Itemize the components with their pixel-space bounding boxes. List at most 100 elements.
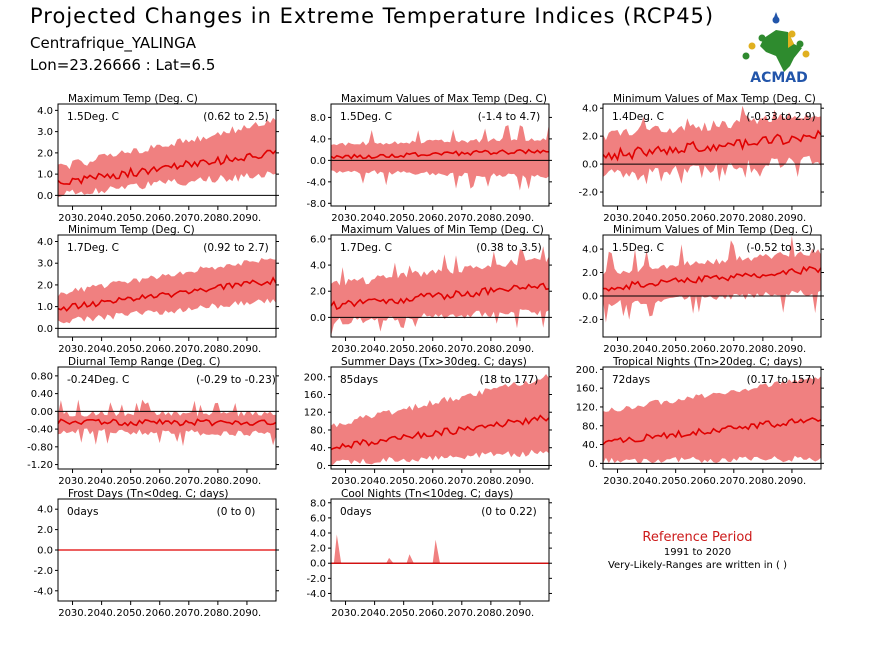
x-tick-label: 2050. <box>116 344 145 355</box>
x-tick-label: 2030. <box>58 344 87 355</box>
plot-frame <box>602 103 822 207</box>
median-line <box>330 282 550 311</box>
x-tick-label: 2080. <box>204 476 233 487</box>
very-likely-range: (0.17 to 157) <box>747 374 816 386</box>
x-tick-label: 2090. <box>233 608 262 619</box>
plot-frame <box>57 366 277 470</box>
x-tick-label: 2080. <box>477 608 506 619</box>
x-tick-label: 2030. <box>331 476 360 487</box>
very-likely-range: (-0.33 to 2.9) <box>746 111 815 123</box>
x-tick-label: 2030. <box>331 608 360 619</box>
y-tick-label: 0.0 <box>37 546 53 557</box>
very-likely-range-band <box>603 235 821 323</box>
y-tick-label: 0.0 <box>310 313 326 324</box>
very-likely-range-band <box>331 246 549 337</box>
y-tick-label: 8.0 <box>310 113 326 124</box>
y-tick-label: -2.0 <box>578 188 598 199</box>
x-tick-label: 2030. <box>603 476 632 487</box>
x-tick-label: 2090. <box>778 344 807 355</box>
x-tick-label: 2050. <box>116 476 145 487</box>
y-tick-label: 0.0 <box>37 191 53 202</box>
x-tick-label: 2080. <box>749 213 778 224</box>
panel-title: Minimum Temp (Deg. C) <box>68 224 195 236</box>
x-tick-label: 2040. <box>632 213 661 224</box>
plot-frame <box>330 234 550 338</box>
y-tick-label: 2.0 <box>37 525 53 536</box>
y-tick-label: 200. <box>576 365 598 376</box>
y-tick-label: -1.20 <box>27 460 53 471</box>
y-tick-label: 120. <box>576 402 598 413</box>
change-value: 1.7Deg. C <box>340 242 392 254</box>
y-tick-label: 4.0 <box>310 261 326 272</box>
change-value: 1.5Deg. C <box>340 111 392 123</box>
logo-text: ACMAD <box>750 70 808 86</box>
very-likely-range-band <box>331 123 549 191</box>
y-tick-label: 3.0 <box>37 127 53 138</box>
y-tick-label: 2.0 <box>37 280 53 291</box>
reference-period-title: Reference Period <box>642 530 753 545</box>
x-tick-label: 2060. <box>145 476 174 487</box>
x-tick-label: 2070. <box>719 476 748 487</box>
x-tick-label: 2070. <box>174 608 203 619</box>
median-line <box>330 148 550 160</box>
x-tick-label: 2040. <box>87 344 116 355</box>
reference-period-years: 1991 to 2020 <box>663 547 732 558</box>
x-tick-label: 2060. <box>690 476 719 487</box>
y-tick-label: 2.0 <box>582 132 598 143</box>
y-tick-label: 4.0 <box>582 245 598 256</box>
x-tick-label: 2080. <box>477 213 506 224</box>
range-spike <box>333 534 342 564</box>
y-tick-label: 120. <box>304 408 326 419</box>
change-value: 1.5Deg. C <box>67 111 119 123</box>
median-line <box>57 276 277 312</box>
x-tick-label: 2050. <box>389 344 418 355</box>
change-value: 85days <box>340 374 378 386</box>
x-tick-label: 2090. <box>778 476 807 487</box>
panel-title: Minimum Values of Min Temp (Deg. C) <box>613 224 813 236</box>
x-tick-label: 2080. <box>204 213 233 224</box>
very-likely-range: (-1.4 to 4.7) <box>478 111 541 123</box>
very-likely-range: (0.38 to 3.5) <box>476 242 542 254</box>
y-tick-label: 4.0 <box>310 134 326 145</box>
y-tick-label: 1.0 <box>37 302 53 313</box>
x-tick-label: 2090. <box>506 608 535 619</box>
very-likely-range-band <box>603 105 821 185</box>
index-panel: -4.0 -2.0 0.0 2.0 4.0 2030. 2040. 2050. 2060. 207… <box>33 488 279 619</box>
x-tick-label: 2050. <box>661 344 690 355</box>
plot-frame <box>330 103 550 207</box>
median-line <box>330 414 550 451</box>
range-spike <box>406 554 414 564</box>
y-tick-label: -2.0 <box>578 315 598 326</box>
x-tick-label: 2070. <box>174 213 203 224</box>
y-tick-label: 40. <box>582 440 598 451</box>
index-panel: -8.0 -4.0 0.0 4.0 8.0 2030. 2040. 2050. 2060. 207… <box>306 93 552 224</box>
acmad-logo: ACMAD <box>736 8 822 86</box>
y-tick-label: 0.40 <box>31 389 53 400</box>
x-tick-label: 2030. <box>603 344 632 355</box>
x-tick-label: 2060. <box>145 608 174 619</box>
x-tick-label: 2070. <box>447 213 476 224</box>
change-value: 0days <box>67 506 98 518</box>
panel-title: Frost Days (Tn<0deg. C; days) <box>68 488 228 500</box>
y-tick-label: 0.0 <box>582 160 598 171</box>
panel-title: Diurnal Temp Range (Deg. C) <box>68 356 220 368</box>
y-tick-label: 80. <box>310 425 326 436</box>
panel-title: Cool Nights (Tn<10deg. C; days) <box>341 488 513 500</box>
x-tick-label: 2070. <box>447 476 476 487</box>
y-tick-label: 2.0 <box>37 148 53 159</box>
plot-frame <box>330 498 550 602</box>
x-tick-label: 2030. <box>331 344 360 355</box>
x-tick-label: 2030. <box>58 608 87 619</box>
x-tick-label: 2080. <box>204 608 233 619</box>
reference-period-note: Very-Likely-Ranges are written in ( ) <box>607 560 788 571</box>
y-tick-label: -4.0 <box>306 177 326 188</box>
index-panel: -1.20 -0.80 -0.40 0.00 0.40 0.80 2030. 2040. 205… <box>27 356 279 487</box>
x-tick-label: 2060. <box>418 213 447 224</box>
x-tick-label: 2050. <box>661 213 690 224</box>
y-tick-label: 40. <box>310 443 326 454</box>
y-tick-label: 0. <box>588 459 598 470</box>
x-tick-label: 2040. <box>632 476 661 487</box>
very-likely-range: (-0.29 to -0.23) <box>196 374 276 386</box>
plot-frame <box>330 366 550 470</box>
